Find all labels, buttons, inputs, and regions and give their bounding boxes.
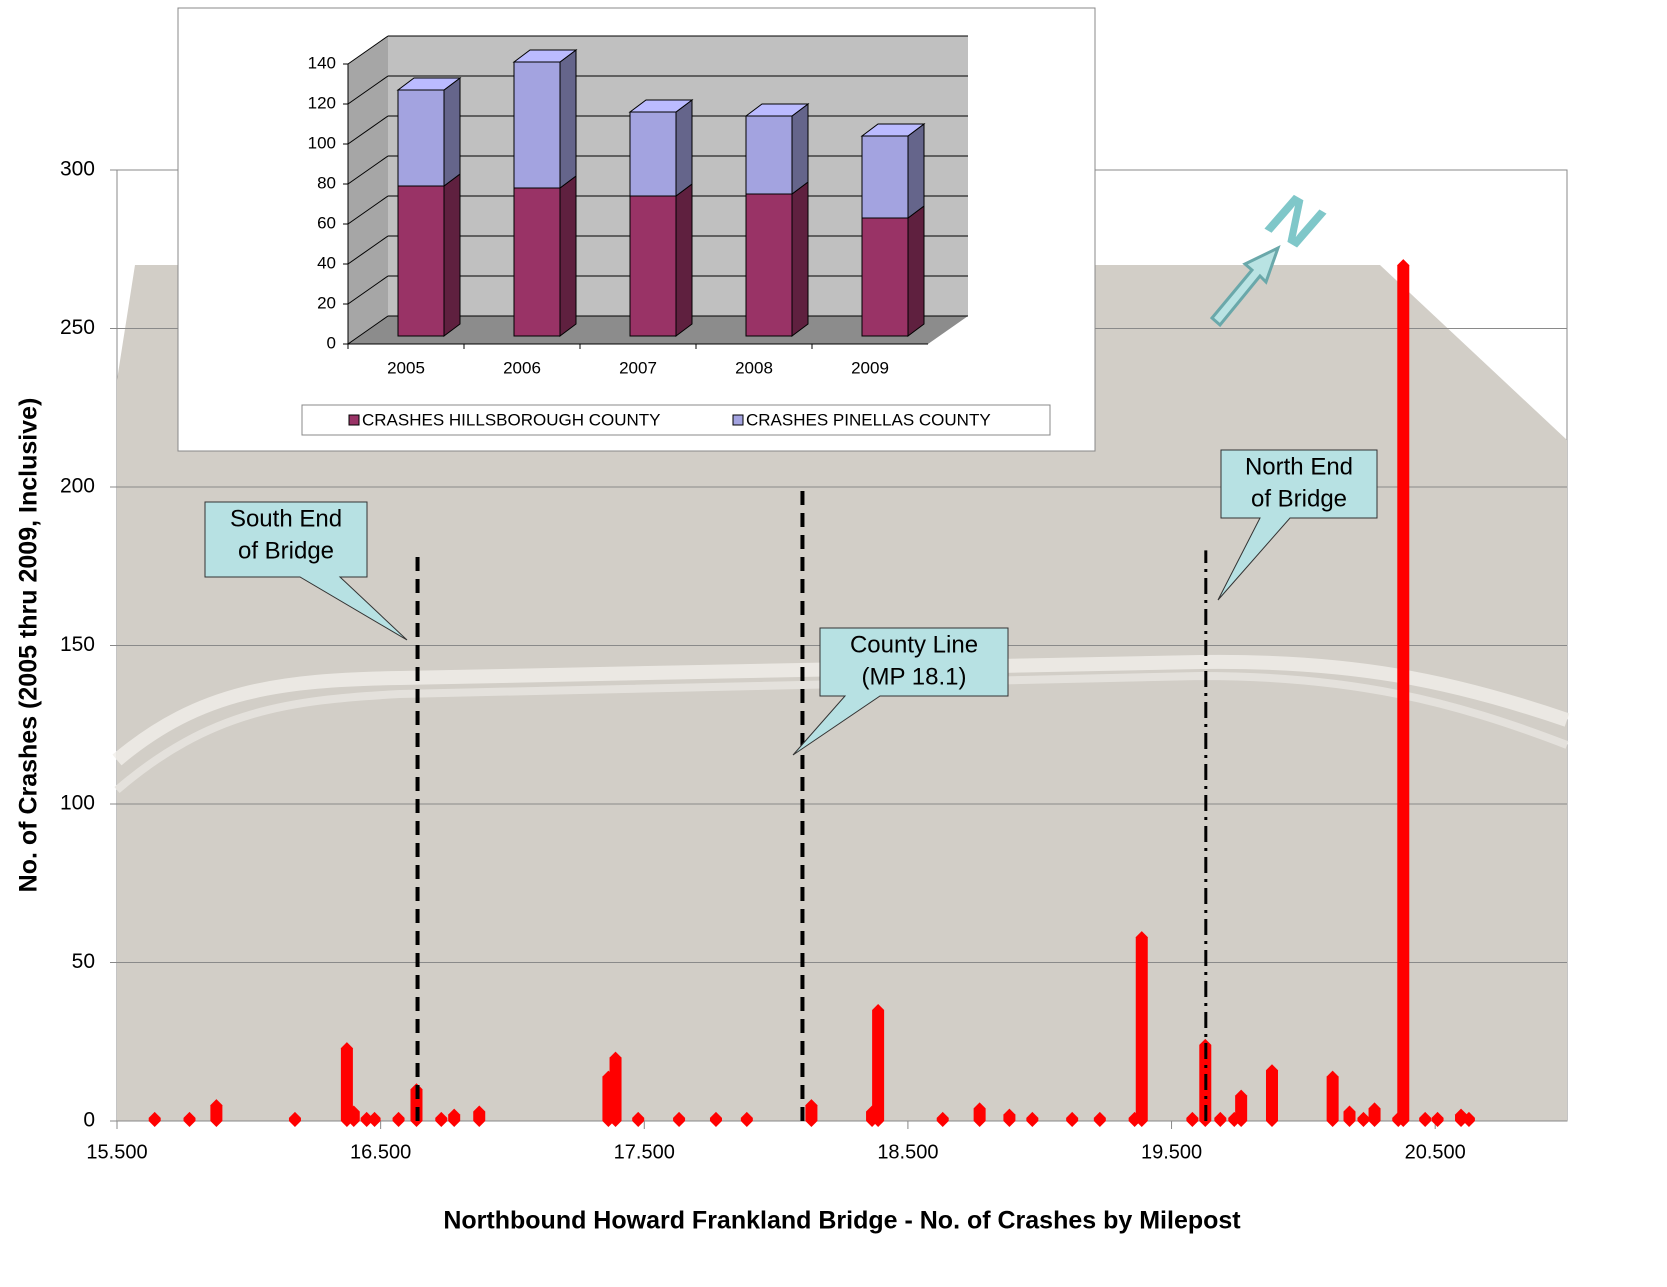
callout-text: of Bridge xyxy=(1251,485,1347,512)
bar-segment xyxy=(862,206,924,336)
bar-segment xyxy=(398,174,460,336)
callout-text: (MP 18.1) xyxy=(862,663,967,690)
y-axis-title: No. of Crashes (2005 thru 2009, Inclusiv… xyxy=(15,398,43,893)
x-tick-label: 18.500 xyxy=(877,1141,938,1163)
bar-front xyxy=(630,196,676,336)
x-tick-label: 2009 xyxy=(851,358,889,377)
y-tick-label: 300 xyxy=(60,158,95,181)
bar-front xyxy=(862,218,908,336)
x-axis-title: Northbound Howard Frankland Bridge - No.… xyxy=(443,1207,1241,1235)
bar-segment xyxy=(514,50,576,188)
x-tick-label: 2006 xyxy=(503,358,541,377)
legend-label: CRASHES PINELLAS COUNTY xyxy=(746,410,991,429)
y-tick-label: 50 xyxy=(72,950,95,973)
bar-segment xyxy=(746,182,808,336)
bar-front xyxy=(514,62,560,188)
bar-segment xyxy=(862,124,924,218)
inset-chart: 0 20 40 60 80 100 120 140 2005 2006 2007 2008 2009 C… xyxy=(178,8,1095,451)
x-tick-label: 17.500 xyxy=(614,1141,675,1163)
bar-front xyxy=(514,188,560,336)
bar-side xyxy=(676,100,692,196)
crash-stack xyxy=(1397,259,1409,1127)
crash-stack xyxy=(1327,1071,1339,1127)
page: {"chart_data": [ {"type": "scatter", "x_… xyxy=(0,0,1667,1287)
legend-label: CRASHES HILLSBOROUGH COUNTY xyxy=(362,410,661,429)
bar-front xyxy=(862,136,908,218)
y-tick-label: 120 xyxy=(308,93,336,112)
y-tick-label: 0 xyxy=(327,333,336,352)
bar-side xyxy=(908,206,924,336)
bar-segment xyxy=(398,78,460,186)
y-tick-label: 200 xyxy=(60,475,95,498)
y-tick-label: 0 xyxy=(83,1109,95,1132)
bar-side xyxy=(560,176,576,336)
x-tick-label: 2008 xyxy=(735,358,773,377)
x-tick-label: 2007 xyxy=(619,358,657,377)
crash-stack xyxy=(872,1004,884,1127)
bar-front xyxy=(398,90,444,186)
y-tick-label: 80 xyxy=(317,173,336,192)
bar-side xyxy=(560,50,576,188)
bar-front xyxy=(746,116,792,194)
bar-side xyxy=(792,182,808,336)
bar-front xyxy=(746,194,792,336)
x-tick-label: 20.500 xyxy=(1405,1141,1466,1163)
crash-stack xyxy=(1266,1064,1278,1127)
x-tick-label: 16.500 xyxy=(350,1141,411,1163)
y-tick-label: 40 xyxy=(317,253,336,272)
callout-text: South End xyxy=(230,505,342,532)
callout-text: North End xyxy=(1245,453,1353,480)
bar-front xyxy=(398,186,444,336)
y-tick-label: 60 xyxy=(317,213,336,232)
legend-swatch xyxy=(733,415,743,425)
y-tick-label: 100 xyxy=(308,133,336,152)
bar-side xyxy=(444,174,460,336)
bar-side xyxy=(676,184,692,336)
bar-segment xyxy=(630,184,692,336)
y-tick-label: 140 xyxy=(308,53,336,72)
y-tick-label: 100 xyxy=(60,792,95,815)
crash-stack xyxy=(610,1052,622,1127)
side-wall xyxy=(348,36,388,344)
bar-side xyxy=(792,104,808,194)
bar-segment xyxy=(630,100,692,196)
crash-stack xyxy=(1136,931,1148,1127)
legend-swatch xyxy=(349,415,359,425)
crash-stack xyxy=(1235,1090,1247,1127)
x-tick-label: 19.500 xyxy=(1141,1141,1202,1163)
bar-front xyxy=(630,112,676,196)
bar-segment xyxy=(514,176,576,336)
callout-text: of Bridge xyxy=(238,537,334,564)
x-tick-label: 15.500 xyxy=(86,1141,147,1163)
x-tick-label: 2005 xyxy=(387,358,425,377)
callout-text: County Line xyxy=(850,631,978,658)
bar-side xyxy=(908,124,924,218)
bar-segment xyxy=(746,104,808,194)
chart: 05010015020025030015.50016.50017.50018.5… xyxy=(0,0,1667,1287)
y-tick-label: 250 xyxy=(60,316,95,339)
bar-side xyxy=(444,78,460,186)
y-tick-label: 150 xyxy=(60,633,95,656)
y-tick-label: 20 xyxy=(317,293,336,312)
